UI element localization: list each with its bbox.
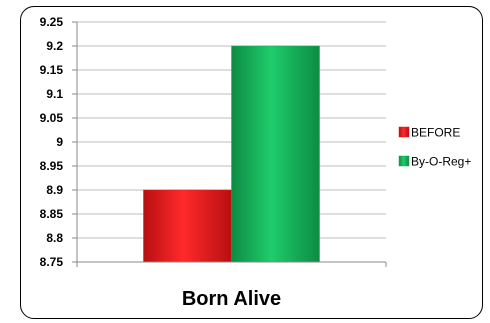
legend-label: By-O-Reg+	[411, 155, 471, 169]
x-category-label: Born Alive	[182, 288, 281, 310]
y-tick-label: 9.15	[40, 63, 64, 77]
legend-swatch	[398, 126, 410, 138]
y-tick-label: 9.1	[46, 87, 63, 101]
bar-before	[143, 189, 232, 263]
y-tick-label: 8.8	[46, 231, 63, 245]
axes: 8.75 8.8 8.85 8.9 8.95 9 9.05 9.1 9.15 9.2 9.25 Bor…	[40, 15, 387, 310]
bar-by-o-reg	[231, 45, 320, 263]
legend-swatch	[398, 155, 410, 167]
y-tick-label: 9.2	[46, 39, 63, 53]
y-tick-label: 9	[56, 135, 63, 149]
legend-label: BEFORE	[411, 126, 460, 140]
y-tick-label: 8.95	[40, 159, 64, 173]
legend: BEFORE By-O-Reg+	[398, 126, 471, 169]
bars	[143, 45, 320, 263]
y-tick-label: 8.9	[46, 183, 63, 197]
y-tick-label: 8.85	[40, 207, 64, 221]
y-tick-label: 8.75	[40, 255, 64, 269]
y-tick-label: 9.05	[40, 111, 64, 125]
y-tick-label: 9.25	[40, 15, 64, 29]
